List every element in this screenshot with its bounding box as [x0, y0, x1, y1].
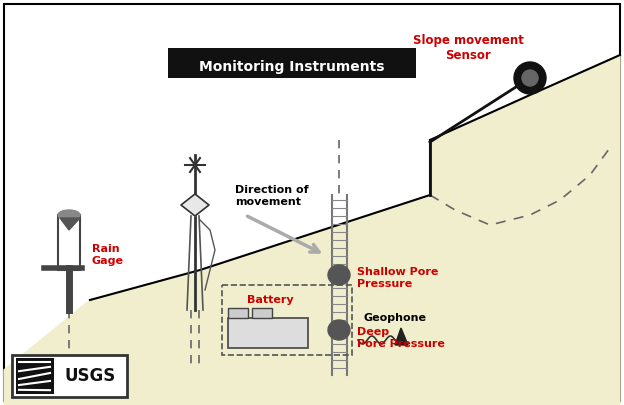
Ellipse shape [328, 320, 350, 340]
Bar [16, 358, 54, 394]
Bar [252, 308, 272, 318]
Bar [228, 318, 308, 348]
Bar [168, 48, 416, 78]
Ellipse shape [328, 265, 350, 285]
Text: Direction of
movement: Direction of movement [235, 185, 309, 207]
Polygon shape [4, 55, 620, 405]
Bar [12, 355, 127, 397]
Text: Monitoring Instruments: Monitoring Instruments [199, 60, 385, 74]
Text: Shallow Pore
Pressure: Shallow Pore Pressure [357, 267, 439, 289]
Text: Slope movement
Sensor: Slope movement Sensor [412, 34, 524, 62]
Text: USGS: USGS [64, 367, 115, 385]
Polygon shape [395, 328, 408, 345]
Bar [228, 308, 248, 318]
Ellipse shape [58, 210, 80, 220]
Polygon shape [60, 218, 80, 230]
Polygon shape [181, 194, 209, 216]
Circle shape [522, 70, 538, 86]
Circle shape [514, 62, 546, 94]
Bar [58, 215, 80, 270]
Text: Battery: Battery [246, 295, 293, 305]
Text: Deep
Pore Pressure: Deep Pore Pressure [357, 327, 445, 349]
Text: Geophone: Geophone [363, 313, 426, 323]
Text: Rain
Gage: Rain Gage [92, 244, 124, 266]
Bar [222, 285, 352, 355]
